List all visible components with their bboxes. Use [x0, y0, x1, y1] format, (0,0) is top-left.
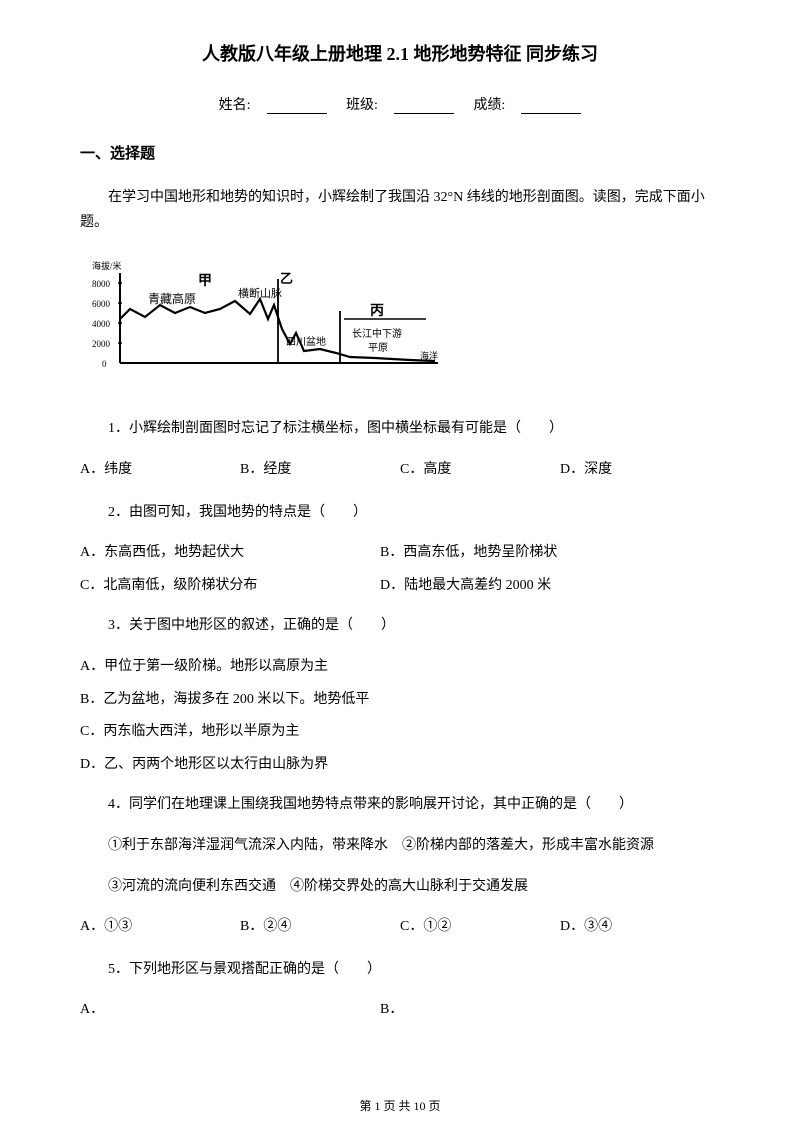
name-blank: [267, 100, 327, 114]
ytick-4000: 4000: [92, 319, 111, 329]
q1-opt-d: D．深度: [560, 457, 720, 484]
q1-opt-a: A．纬度: [80, 457, 240, 484]
q2-opt-a: A．东高西低，地势起伏大: [80, 540, 380, 567]
q2-opt-d: D．陆地最大高差约 2000 米: [380, 573, 680, 600]
q3-text: 3．关于图中地形区的叙述，正确的是（ ）: [80, 613, 720, 640]
profile-diagram: 海拔/米 8000 6000 4000 2000 0 甲 青藏高原 乙 横断山脉…: [90, 259, 450, 387]
q3-opt-a: A．甲位于第一级阶梯。地形以高原为主: [80, 654, 720, 681]
q4-opt-b: B．②④: [240, 914, 400, 941]
q5-text: 5．下列地形区与景观搭配正确的是（ ）: [80, 957, 720, 984]
q3-opt-b: B．乙为盆地，海拔多在 200 米以下。地势低平: [80, 687, 720, 714]
q4-line2: ③河流的流向便利东西交通 ④阶梯交界处的高大山脉利于交通发展: [80, 874, 720, 901]
q4-opt-a: A．①③: [80, 914, 240, 941]
label-bing: 丙: [370, 303, 384, 319]
q4-opt-d: D．③④: [560, 914, 720, 941]
info-row: 姓名: 班级: 成绩:: [80, 94, 720, 114]
q4-options: A．①③ B．②④ C．①② D．③④: [80, 914, 720, 941]
label-yi: 乙: [280, 271, 293, 286]
intro-paragraph: 在学习中国地形和地势的知识时，小辉绘制了我国沿 32°N 纬线的地形剖面图。读图…: [80, 185, 720, 235]
score-blank: [521, 100, 581, 114]
q1-text: 1．小辉绘制剖面图时忘记了标注横坐标，图中横坐标最有可能是（ ）: [80, 416, 720, 443]
q1-opt-c: C．高度: [400, 457, 560, 484]
q3-opt-d: D．乙、丙两个地形区以太行由山脉为界: [80, 752, 720, 779]
class-label: 班级:: [346, 98, 378, 113]
q5-options: A． B．: [80, 997, 720, 1024]
ytick-2000: 2000: [92, 339, 111, 349]
ytick-6000: 6000: [92, 299, 111, 309]
ylabel: 海拔/米: [92, 260, 122, 271]
q2-opt-c: C．北高南低，级阶梯状分布: [80, 573, 380, 600]
q2-text: 2．由图可知，我国地势的特点是（ ）: [80, 500, 720, 527]
label-plain: 平原: [368, 342, 388, 354]
q1-opt-b: B．经度: [240, 457, 400, 484]
ytick-8000: 8000: [92, 279, 111, 289]
q2-options-row2: C．北高南低，级阶梯状分布 D．陆地最大高差约 2000 米: [80, 573, 720, 600]
q3-opt-c: C．丙东临大西洋，地形以半原为主: [80, 719, 720, 746]
label-sichuan: 四川盆地: [286, 335, 326, 348]
q5-opt-a: A．: [80, 997, 380, 1024]
q2-opt-b: B．西高东低，地势呈阶梯状: [380, 540, 680, 567]
q1-options: A．纬度 B．经度 C．高度 D．深度: [80, 457, 720, 484]
label-hengduan: 横断山脉: [238, 286, 282, 300]
name-label: 姓名:: [219, 98, 251, 113]
q4-line1: ①利于东部海洋湿润气流深入内陆，带来降水 ②阶梯内部的落差大，形成丰富水能资源: [80, 833, 720, 860]
label-yangtze: 长江中下游: [352, 327, 402, 340]
label-jia: 甲: [198, 273, 212, 289]
page-title: 人教版八年级上册地理 2.1 地形地势特征 同步练习: [80, 40, 720, 66]
q4-text: 4．同学们在地理课上围绕我国地势特点带来的影响展开讨论，其中正确的是（ ）: [80, 792, 720, 819]
q2-options-row1: A．东高西低，地势起伏大 B．西高东低，地势呈阶梯状: [80, 540, 720, 567]
label-plateau: 青藏高原: [148, 291, 196, 306]
q5-opt-b: B．: [380, 997, 680, 1024]
class-blank: [394, 100, 454, 114]
label-sea: 海洋: [420, 350, 438, 361]
section-heading: 一、选择题: [80, 142, 720, 163]
page-footer: 第 1 页 共 10 页: [0, 1097, 800, 1114]
q4-opt-c: C．①②: [400, 914, 560, 941]
ytick-0: 0: [102, 359, 107, 369]
score-label: 成绩:: [473, 98, 505, 113]
